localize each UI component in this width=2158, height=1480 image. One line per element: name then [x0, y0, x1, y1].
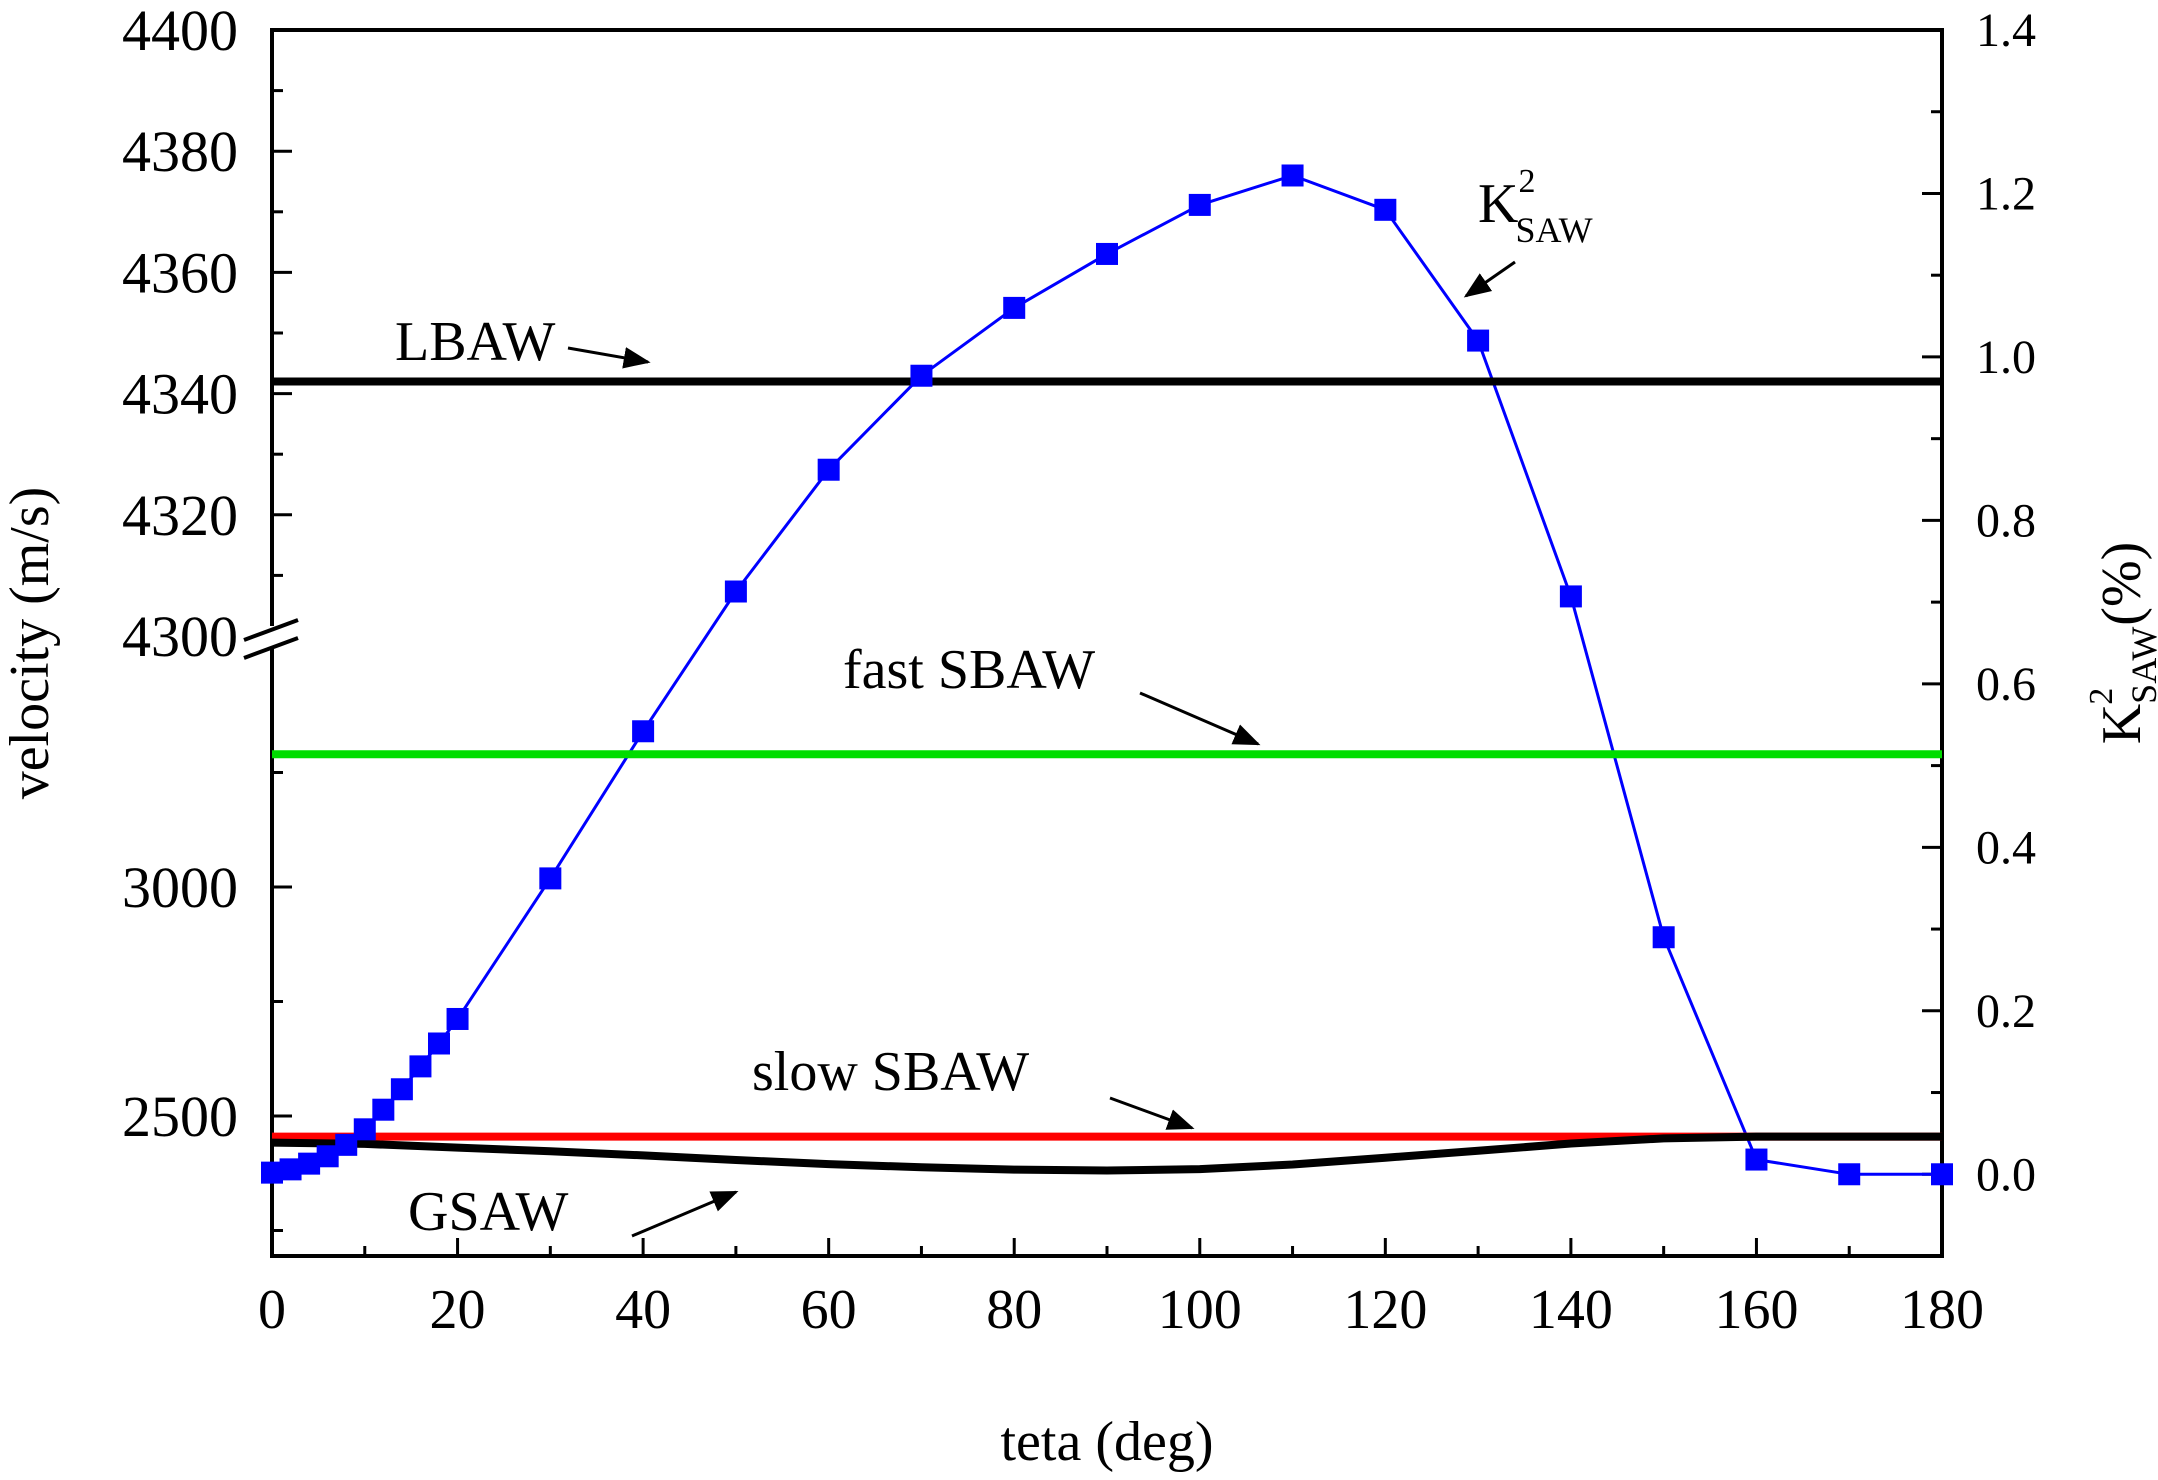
y-left-tick-label: 4380 — [122, 119, 238, 184]
data-point-k2-saw — [1374, 198, 1397, 221]
y-right-title-unit: (%) — [2091, 542, 2153, 626]
arrow-lbaw — [567, 346, 651, 369]
label-k2-saw: K2 SAW — [1478, 163, 1593, 250]
data-point-k2-saw — [539, 867, 562, 890]
y-left-tick-label: 4400 — [122, 0, 238, 63]
y-right-tick-label: 0.2 — [1976, 985, 2036, 1038]
y-axis-right-title: KSAW2 (%) — [2083, 542, 2158, 745]
x-tick-label: 140 — [1529, 1279, 1613, 1341]
data-point-k2-saw — [1838, 1163, 1861, 1186]
data-point-k2-saw — [372, 1098, 395, 1121]
data-point-k2-saw — [335, 1133, 358, 1156]
annotations-layer: LBAW fast SBAW slow SBAW GSAW K2 SAW — [395, 163, 1593, 1243]
data-point-k2-saw — [910, 364, 933, 387]
arrow-gsaw — [631, 1190, 739, 1238]
data-point-k2-saw — [1003, 296, 1026, 319]
data-point-k2-saw — [279, 1158, 302, 1181]
x-axis-title: teta (deg) — [1001, 1411, 1214, 1473]
data-point-k2-saw — [428, 1032, 450, 1055]
data-point-k2-saw — [316, 1145, 339, 1168]
data-point-k2-saw — [817, 458, 840, 481]
y-right-tick-label: 1.4 — [1976, 4, 2036, 57]
plot-frame — [270, 28, 1944, 1258]
y-right-tick-label: 0.4 — [1976, 821, 2036, 874]
axis-break-symbol — [240, 618, 300, 660]
data-point-k2-saw — [298, 1152, 321, 1175]
y-left-tick-label: 4340 — [122, 362, 238, 427]
y-right-title-base: K — [2091, 704, 2153, 744]
series-line-gsaw — [271, 1132, 1942, 1175]
y-right-tick-label: 0.0 — [1976, 1148, 2036, 1201]
label-fast-sbaw: fast SBAW — [843, 639, 1095, 701]
x-tick-label: 180 — [1900, 1279, 1984, 1341]
data-point-k2-saw — [261, 1161, 283, 1184]
data-point-k2-saw — [1281, 164, 1304, 187]
markers-layer — [261, 164, 1953, 1186]
data-point-k2-saw — [632, 720, 655, 743]
data-point-k2-saw — [724, 580, 747, 603]
ticks-layer: 0 20 40 60 80 100 120 140 160 180 4300 4320 4340 4360… — [122, 0, 2036, 1341]
x-tick-label: 120 — [1343, 1279, 1427, 1341]
data-point-k2-saw — [1559, 585, 1582, 608]
data-point-k2-saw — [353, 1118, 376, 1141]
y-right-title-sup: 2 — [2083, 688, 2120, 705]
x-tick-label: 0 — [258, 1279, 286, 1341]
y-right-title-sub: SAW — [2124, 627, 2158, 704]
y-right-tick-label: 0.6 — [1976, 658, 2036, 711]
y-right-tick-label: 1.0 — [1976, 331, 2036, 384]
data-point-k2-saw — [1745, 1148, 1768, 1171]
y-left-tick-label: 4360 — [122, 240, 238, 305]
x-tick-label: 40 — [615, 1279, 671, 1341]
data-point-k2-saw — [1096, 242, 1118, 265]
data-point-k2-saw — [1188, 193, 1211, 216]
y-right-tick-label: 1.2 — [1976, 167, 2036, 220]
y-left-tick-label: 4300 — [122, 604, 238, 669]
x-tick-label: 160 — [1714, 1279, 1798, 1341]
data-point-k2-saw — [1652, 926, 1675, 949]
arrow-k2-saw — [1463, 260, 1516, 298]
data-point-k2-saw — [409, 1055, 432, 1078]
label-gsaw: GSAW — [408, 1181, 569, 1243]
data-point-k2-saw — [446, 1007, 469, 1030]
y-right-tick-label: 0.8 — [1976, 494, 2036, 547]
y-axis-left-title: velocity (m/s) — [0, 487, 61, 800]
data-point-k2-saw — [1931, 1163, 1953, 1186]
x-tick-label: 80 — [986, 1279, 1042, 1341]
x-tick-label: 60 — [801, 1279, 857, 1341]
label-lbaw: LBAW — [395, 311, 556, 373]
y-left-tick-label: 2500 — [122, 1084, 238, 1149]
x-tick-label: 20 — [430, 1279, 486, 1341]
arrow-slow-sbaw — [1109, 1096, 1195, 1130]
y-left-tick-label: 3000 — [122, 855, 238, 920]
y-left-tick-label: 4320 — [122, 483, 238, 548]
data-point-k2-saw — [390, 1078, 413, 1101]
data-point-k2-saw — [1467, 329, 1490, 352]
x-tick-label: 100 — [1158, 1279, 1242, 1341]
arrow-fast-sbaw — [1139, 691, 1261, 746]
label-slow-sbaw: slow SBAW — [752, 1041, 1029, 1103]
